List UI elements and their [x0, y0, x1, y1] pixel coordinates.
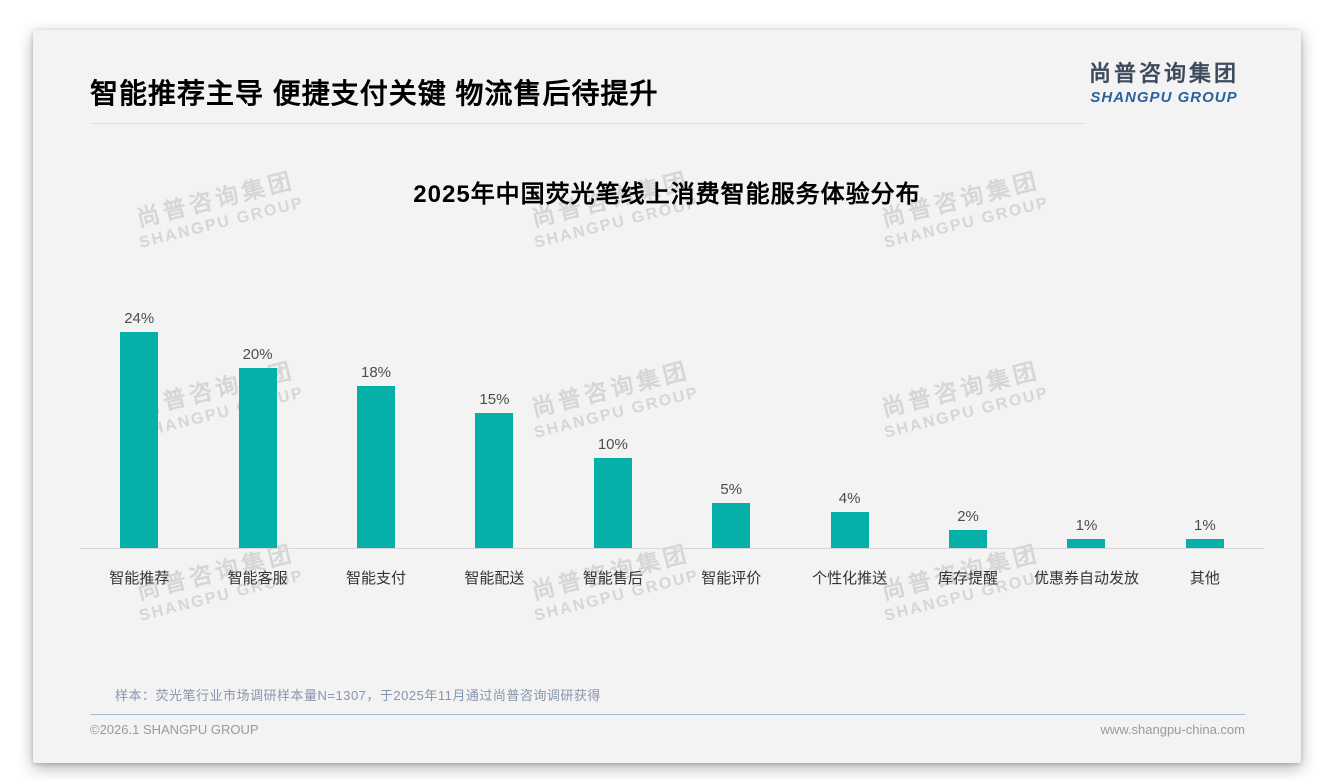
bar-value-label: 15% — [479, 391, 510, 408]
bar-slot: 2% — [909, 303, 1027, 548]
bar-chart: 24% 20% 18% 15% 10% 5% 4% 2% 1% 1% — [80, 303, 1264, 549]
header-divider — [90, 123, 1085, 124]
bar-category-label: 智能评价 — [701, 570, 762, 587]
bar-slot: 1% — [1146, 303, 1264, 548]
bar-value-label: 2% — [957, 508, 979, 525]
bar-value-label: 20% — [242, 346, 273, 363]
footer-divider — [90, 714, 1245, 715]
copyright-text: ©2026.1 SHANGPU GROUP — [90, 722, 259, 737]
bar — [475, 413, 514, 548]
logo-text-en: SHANGPU GROUP — [1090, 89, 1238, 106]
bar-category-label: 其他 — [1189, 570, 1220, 587]
bar-value-label: 5% — [720, 481, 743, 498]
footer-bar: ©2026.1 SHANGPU GROUP www.shangpu-china.… — [90, 722, 1245, 737]
bar-value-label: 4% — [838, 490, 861, 507]
bar-slot: 20% — [198, 303, 316, 548]
page-title: 智能推荐主导 便捷支付关键 物流售后待提升 — [90, 78, 659, 109]
bar — [712, 503, 751, 548]
bar-slot: 5% — [672, 303, 790, 548]
bar-value-label: 10% — [597, 436, 628, 453]
bar-category-row: 智能推荐 智能客服 智能支付 智能配送 智能售后 智能评价 个性化推送 库存提醒 优惠券自动发放… — [80, 550, 1264, 588]
sample-note: 样本：荧光笔行业市场调研样本量N=1307，于2025年11月通过尚普咨询调研获… — [115, 688, 601, 703]
bar-category-label: 智能推荐 — [109, 570, 170, 587]
bar — [949, 530, 988, 548]
bar — [1185, 539, 1224, 548]
bar — [357, 386, 396, 548]
bar-slot: 1% — [1027, 303, 1145, 548]
bar-value-label: 18% — [361, 364, 392, 381]
bar — [1067, 539, 1106, 548]
logo-text-cn: 尚普咨询集团 — [1088, 61, 1239, 86]
bar — [120, 332, 159, 548]
company-logo: 尚普咨询集团 SHANGPU GROUP — [1089, 56, 1239, 106]
bar — [593, 458, 632, 548]
bar-value-label: 1% — [1194, 517, 1216, 534]
bar-slot: 18% — [317, 303, 435, 548]
bar-category-label: 智能售后 — [582, 570, 643, 587]
chart-title: 2025年中国荧光笔线上消费智能服务体验分布 — [413, 181, 921, 208]
bar-value-label: 24% — [124, 310, 155, 327]
bar-slot: 15% — [435, 303, 553, 548]
bar-category-label: 智能客服 — [227, 570, 288, 587]
bar-category-label: 智能配送 — [464, 570, 525, 587]
bar-value-label: 1% — [1075, 517, 1098, 534]
bar — [238, 368, 277, 548]
bar-category-label: 智能支付 — [346, 570, 407, 587]
bar-slot: 24% — [80, 303, 198, 548]
bar — [830, 512, 869, 548]
bar-slot: 4% — [790, 303, 908, 548]
bar-category-label: 优惠券自动发放 — [1033, 570, 1139, 587]
bar-category-label: 个性化推送 — [812, 570, 888, 587]
website-url: www.shangpu-china.com — [1100, 722, 1245, 737]
bar-slot: 10% — [554, 303, 672, 548]
slide-card: 尚普咨询集团 SHANGPU GROUP 尚普咨询集团 SHANGPU GROUP 尚普… — [33, 30, 1301, 763]
bar-category-label: 库存提醒 — [938, 570, 999, 587]
